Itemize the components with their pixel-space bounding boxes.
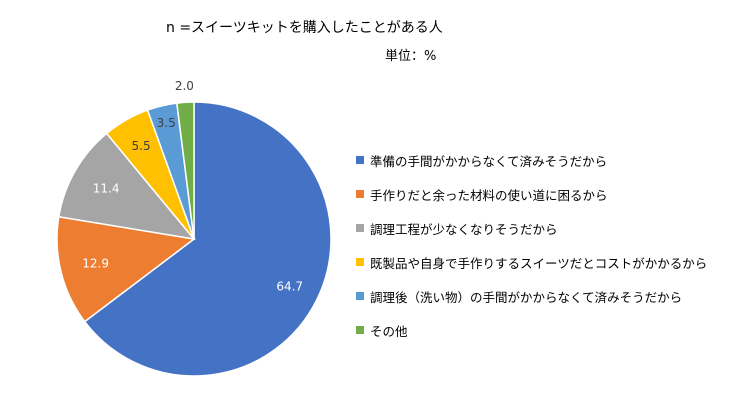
pie-slice xyxy=(56,215,196,323)
legend-label: 調理工程が少なくなりそうだから xyxy=(370,221,558,237)
chart-title: n =スイーツキットを購入したことがある人 xyxy=(166,20,443,36)
unit-label: 単位：% xyxy=(385,49,437,64)
legend-item: その他 xyxy=(356,313,736,347)
legend: 準備の手間がかからなくて済みそうだから 手作りだと余った材料の使い道に困るから … xyxy=(356,143,736,347)
pie-slice xyxy=(83,101,332,377)
data-label: 2.0 xyxy=(175,79,194,93)
data-label: 11.4 xyxy=(93,182,120,196)
data-label: 3.5 xyxy=(157,116,176,130)
legend-item: 既製品や自身で手作りするスイーツだとコストがかかるから xyxy=(356,245,736,279)
data-label: 64.7 xyxy=(276,280,303,294)
legend-swatch xyxy=(356,326,364,334)
legend-label: 準備の手間がかからなくて済みそうだから xyxy=(370,153,608,169)
legend-label: 既製品や自身で手作りするスイーツだとコストがかかるから xyxy=(370,255,708,271)
legend-swatch xyxy=(356,258,364,266)
legend-label: 調理後（洗い物）の手間がかからなくて済みそうだから xyxy=(370,289,683,305)
pie-slice xyxy=(57,132,196,241)
legend-swatch xyxy=(356,156,364,164)
data-label: 12.9 xyxy=(82,256,109,270)
legend-item: 手作りだと余った材料の使い道に困るから xyxy=(356,177,736,211)
legend-swatch xyxy=(356,224,364,232)
legend-item: 調理工程が少なくなりそうだから xyxy=(356,211,736,245)
legend-swatch xyxy=(356,190,364,198)
data-label: 5.5 xyxy=(132,139,151,153)
pie-slice xyxy=(175,101,195,240)
legend-item: 調理後（洗い物）の手間がかからなくて済みそうだから xyxy=(356,279,736,313)
legend-label: その他 xyxy=(370,323,408,339)
legend-item: 準備の手間がかからなくて済みそうだから xyxy=(356,143,736,177)
legend-swatch xyxy=(356,292,364,300)
legend-label: 手作りだと余った材料の使い道に困るから xyxy=(370,187,608,203)
